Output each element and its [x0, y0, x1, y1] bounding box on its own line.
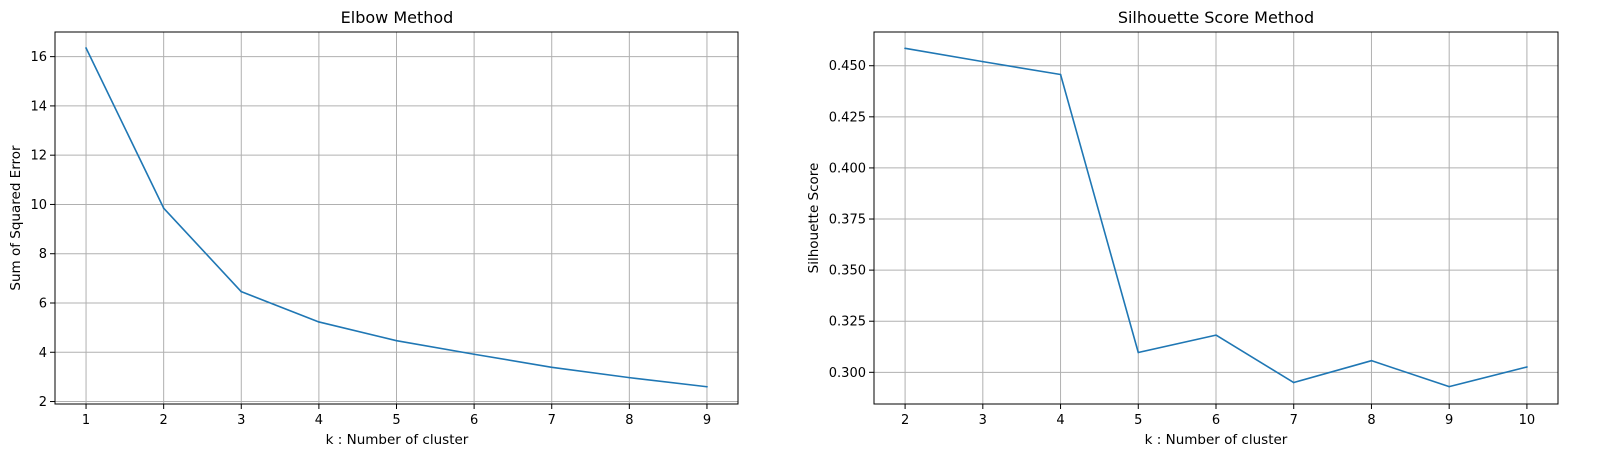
data-point: [550, 366, 553, 369]
series-group: [904, 47, 1528, 388]
data-point: [628, 376, 631, 379]
x-tick-label: 5: [392, 413, 400, 428]
x-tick-label: 3: [237, 413, 245, 428]
y-tick-label: 0.350: [829, 264, 866, 279]
grid: [55, 32, 738, 404]
data-point: [1370, 359, 1373, 362]
x-axis-label: k : Number of cluster: [1145, 432, 1288, 448]
data-point: [1215, 334, 1217, 336]
x-tick-label: 4: [315, 413, 323, 428]
data-point: [162, 207, 165, 209]
y-tick-label: 2: [39, 395, 47, 410]
data-point: [240, 290, 243, 293]
series-group: [85, 47, 708, 388]
tick-marks: [869, 65, 1528, 409]
data-point: [904, 47, 906, 50]
x-tick-label: 8: [625, 413, 633, 428]
x-tick-label: 2: [901, 413, 909, 428]
y-tick-label: 12: [30, 149, 47, 164]
x-tick-label: 7: [1290, 413, 1298, 428]
y-tick-label: 0.425: [829, 110, 866, 125]
y-tick-label: 0.325: [829, 315, 866, 330]
y-axis-label: Silhouette Score: [806, 163, 822, 274]
y-tick-label: 0.400: [829, 161, 866, 176]
tick-labels: 2 3 4 5 6 7 8 9 10 0.300 0.325 0.350 0.375 0.400 0.425…: [829, 59, 1535, 428]
x-tick-label: 7: [548, 413, 556, 428]
x-tick-label: 8: [1367, 413, 1375, 428]
data-point: [706, 385, 708, 388]
x-tick-label: 9: [1445, 413, 1453, 428]
y-tick-label: 0.375: [829, 213, 866, 228]
x-tick-label: 10: [1519, 413, 1536, 428]
x-tick-label: 3: [979, 413, 987, 428]
data-point: [1448, 385, 1450, 388]
y-tick-label: 10: [30, 198, 47, 213]
plot-frame: [873, 31, 1559, 405]
x-tick-label: 1: [82, 413, 90, 428]
x-tick-label: 2: [160, 413, 168, 428]
y-tick-label: 16: [30, 50, 47, 65]
y-axis-label: Sum of Squared Error: [8, 145, 24, 291]
data-point: [1137, 351, 1140, 354]
data-point: [318, 321, 320, 323]
x-tick-label: 5: [1134, 413, 1142, 428]
y-tick-label: 0.450: [829, 59, 866, 74]
x-tick-label: 4: [1056, 413, 1064, 428]
silhouette-chart: Silhouette Score Method k : Number of cl…: [806, 8, 1559, 448]
y-tick-label: 0.300: [829, 366, 866, 381]
data-point: [473, 353, 475, 356]
data-point: [395, 339, 398, 342]
y-tick-label: 8: [39, 247, 47, 262]
y-tick-label: 4: [39, 346, 47, 361]
x-tick-label: 9: [703, 413, 711, 428]
tick-marks: [50, 56, 708, 409]
data-point: [1292, 381, 1295, 384]
elbow-chart: Elbow Method k : Number of cluster Sum o…: [8, 8, 739, 448]
x-tick-label: 6: [470, 413, 478, 428]
data-point: [1526, 366, 1528, 368]
y-tick-label: 14: [30, 99, 47, 114]
data-point: [982, 60, 984, 63]
plot-frame: [54, 31, 739, 405]
y-tick-label: 6: [39, 296, 47, 311]
data-point: [1059, 73, 1062, 76]
x-tick-label: 6: [1212, 413, 1220, 428]
grid: [874, 32, 1558, 404]
x-axis-label: k : Number of cluster: [326, 432, 469, 448]
chart-title: Elbow Method: [341, 8, 454, 27]
chart-title: Silhouette Score Method: [1118, 8, 1314, 27]
data-point: [85, 47, 87, 49]
